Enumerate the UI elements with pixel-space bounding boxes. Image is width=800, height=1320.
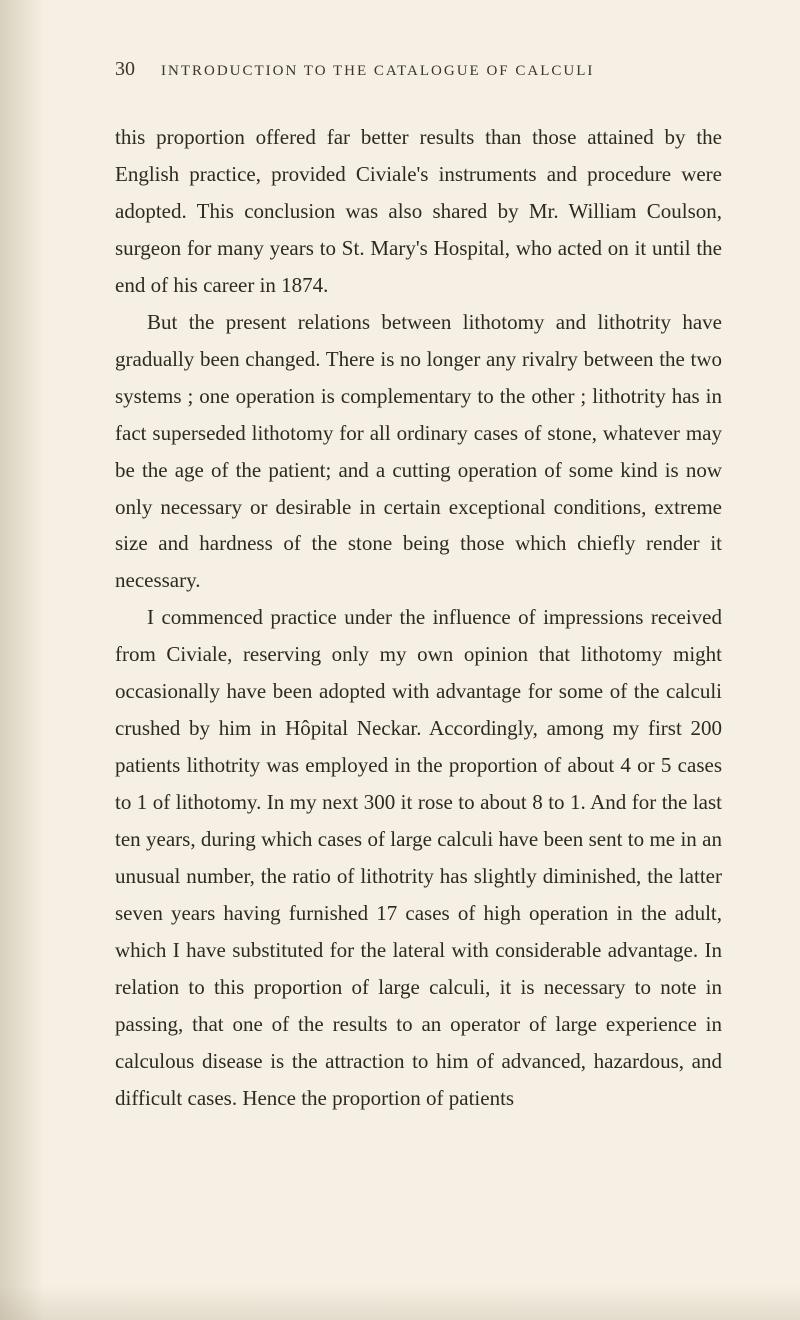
running-title: INTRODUCTION TO THE CATALOGUE OF CALCULI <box>161 63 594 80</box>
page-shadow-left <box>0 0 45 1320</box>
page-header: 30 INTRODUCTION TO THE CATALOGUE OF CALC… <box>115 58 722 81</box>
body-text: this proportion offered far better resul… <box>115 119 722 1117</box>
page-number: 30 <box>115 58 135 81</box>
paragraph-3: I commenced practice under the influence… <box>115 599 722 1116</box>
paragraph-2: But the present relations between lithot… <box>115 304 722 600</box>
page-shadow-bottom <box>0 1285 800 1320</box>
page-container: 30 INTRODUCTION TO THE CATALOGUE OF CALC… <box>0 0 800 1320</box>
paragraph-1: this proportion offered far better resul… <box>115 119 722 304</box>
